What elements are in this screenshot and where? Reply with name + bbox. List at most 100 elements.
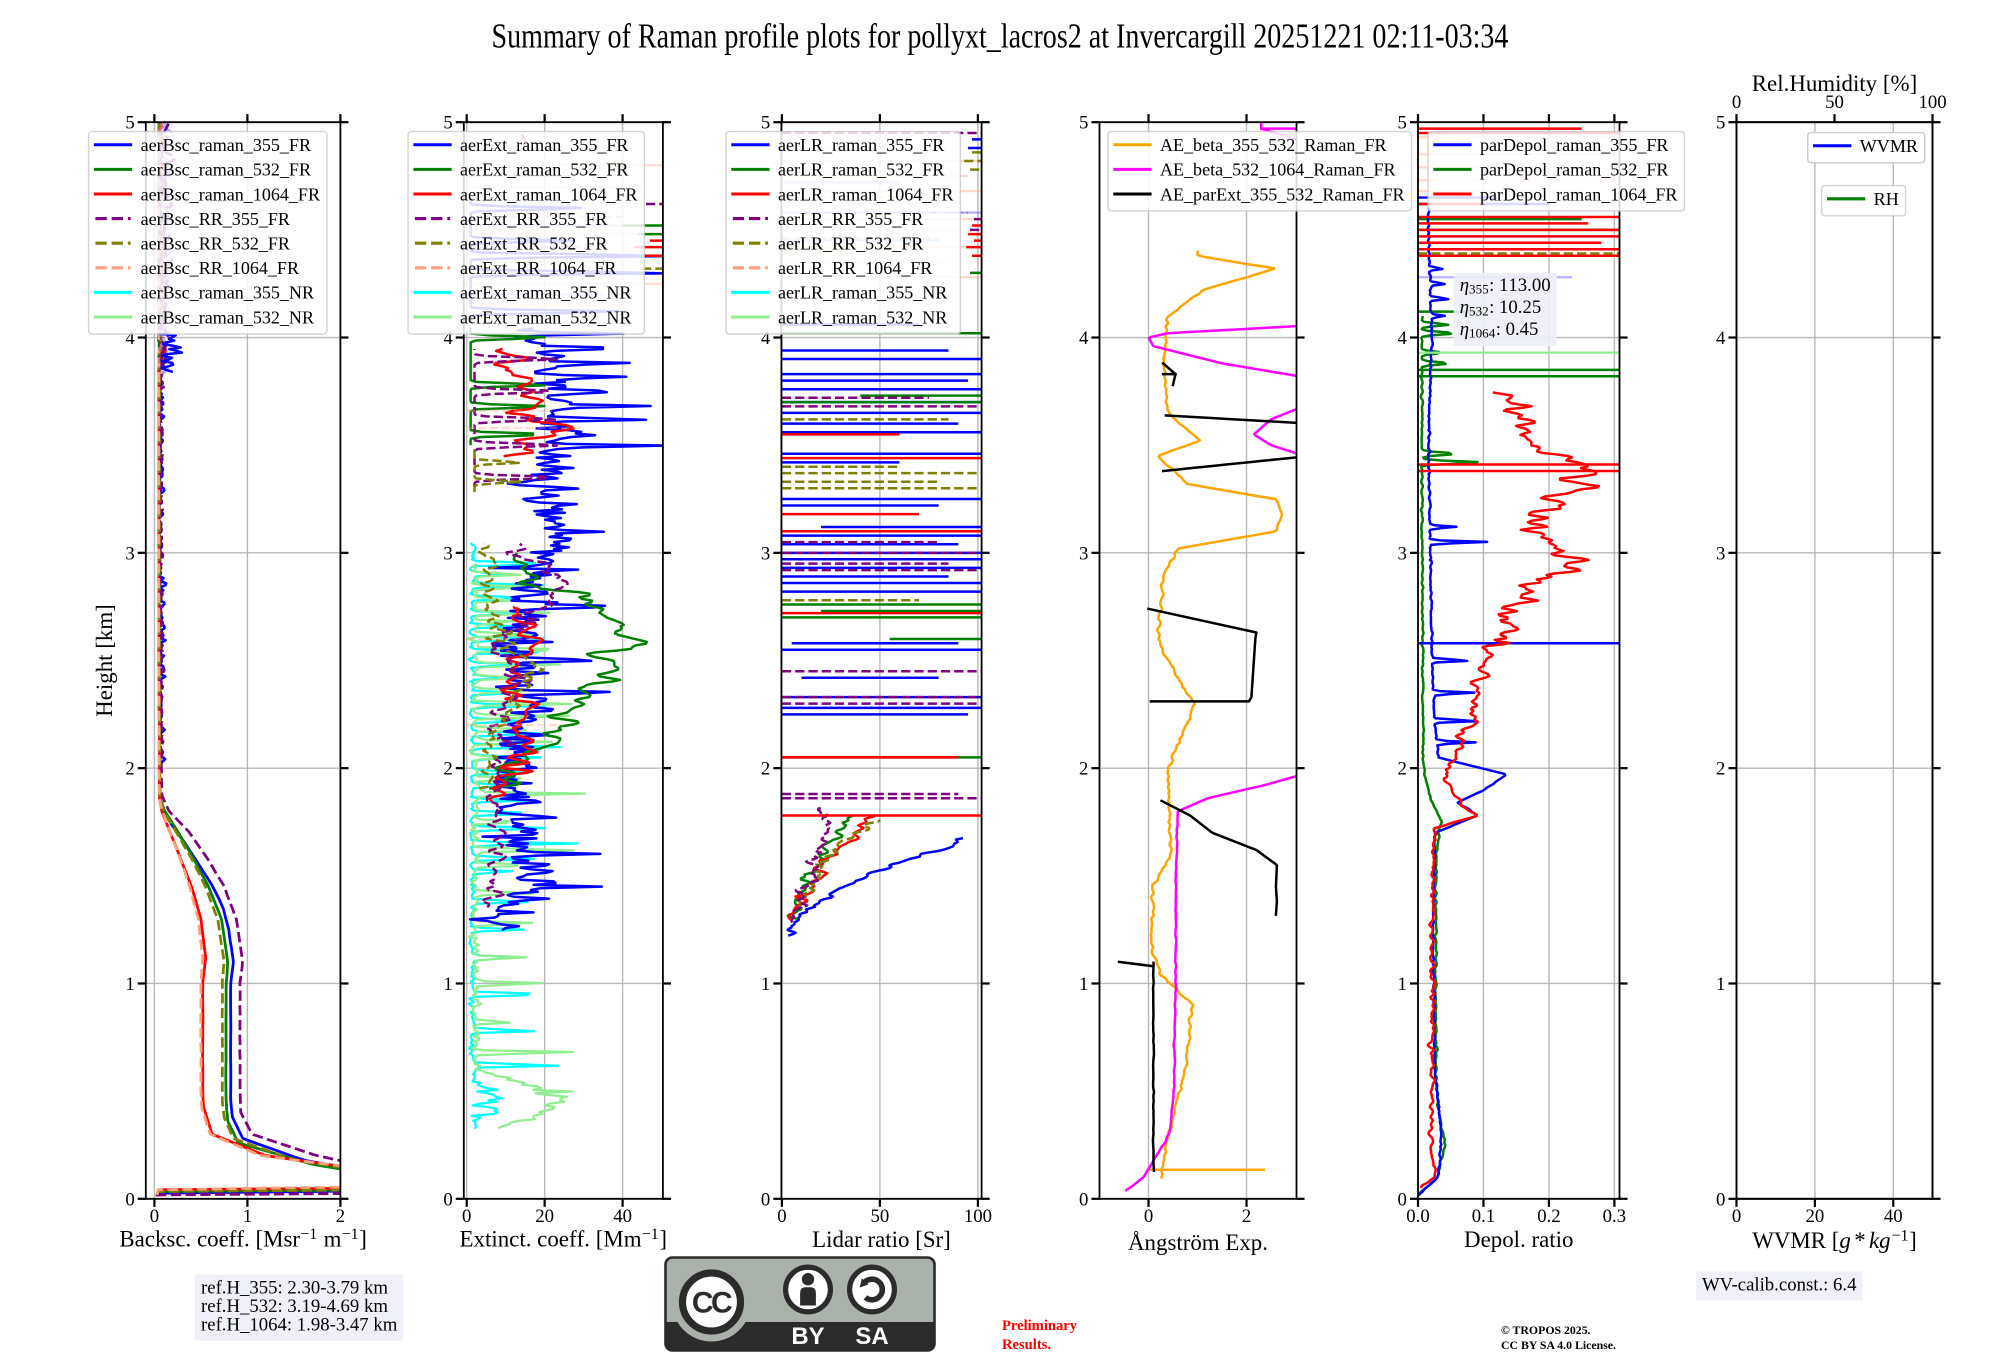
svg-text:aerLR_raman_532_NR: aerLR_raman_532_NR bbox=[778, 307, 948, 327]
svg-text:0.2: 0.2 bbox=[1537, 1206, 1560, 1227]
svg-text:ref.H_532: 3.19-4.69 km: ref.H_532: 3.19-4.69 km bbox=[201, 1296, 388, 1317]
svg-text:SA: SA bbox=[855, 1323, 888, 1350]
svg-text:5: 5 bbox=[1716, 113, 1725, 134]
svg-text:aerExt_raman_1064_FR: aerExt_raman_1064_FR bbox=[460, 184, 638, 204]
svg-text:aerExt_raman_532_NR: aerExt_raman_532_NR bbox=[460, 307, 632, 327]
svg-text:AE_beta_355_532_Raman_FR: AE_beta_355_532_Raman_FR bbox=[1160, 135, 1388, 155]
svg-text:0: 0 bbox=[1398, 1189, 1407, 1210]
svg-text:Summary of Raman profile plots: Summary of Raman profile plots for polly… bbox=[492, 16, 1509, 56]
svg-text:0: 0 bbox=[1732, 92, 1741, 113]
svg-text:1: 1 bbox=[1716, 974, 1725, 995]
svg-text:0: 0 bbox=[125, 1189, 134, 1210]
svg-text:aerBsc_RR_1064_FR: aerBsc_RR_1064_FR bbox=[141, 258, 300, 278]
svg-text:aerBsc_raman_355_FR: aerBsc_raman_355_FR bbox=[141, 135, 312, 155]
svg-text:W V M R: W V M R [ * ] g k g − 1 bbox=[1752, 1221, 1922, 1254]
svg-text:5: 5 bbox=[1079, 113, 1088, 134]
svg-text:0: 0 bbox=[443, 1189, 452, 1210]
svg-text:aerBsc_RR_355_FR: aerBsc_RR_355_FR bbox=[141, 209, 291, 229]
svg-text:3: 3 bbox=[1716, 543, 1725, 564]
svg-text:Depol. ratio: Depol. ratio bbox=[1464, 1227, 1573, 1252]
svg-text:aerBsc_raman_1064_FR: aerBsc_raman_1064_FR bbox=[141, 184, 321, 204]
svg-text:aerBsc_raman_532_NR: aerBsc_raman_532_NR bbox=[141, 307, 315, 327]
svg-text:aerLR_RR_532_FR: aerLR_RR_532_FR bbox=[778, 234, 924, 254]
svg-text:aerBsc_raman_355_NR: aerBsc_raman_355_NR bbox=[141, 283, 315, 303]
svg-text:1: 1 bbox=[125, 974, 134, 995]
svg-text:2: 2 bbox=[1079, 759, 1088, 780]
svg-text:Lidar ratio [Sr]: Lidar ratio [Sr] bbox=[812, 1227, 951, 1252]
svg-text:B a c k: B a c k s c . c o e f f . [ M s r m ] − bbox=[119, 1219, 372, 1252]
svg-text:aerBsc_RR_532_FR: aerBsc_RR_532_FR bbox=[141, 234, 291, 254]
svg-text:4: 4 bbox=[1398, 328, 1408, 349]
svg-text:50: 50 bbox=[1825, 92, 1844, 113]
svg-text:aerLR_RR_355_FR: aerLR_RR_355_FR bbox=[778, 209, 924, 229]
svg-text:aerExt_RR_355_FR: aerExt_RR_355_FR bbox=[460, 209, 608, 229]
svg-text:E x t i: E x t i n c t . c o e f f . [ M m ] − 1 bbox=[460, 1219, 673, 1252]
svg-text:AE_parExt_355_532_Raman_FR: AE_parExt_355_532_Raman_FR bbox=[1160, 184, 1406, 204]
svg-text:2: 2 bbox=[761, 759, 770, 780]
svg-text:3: 3 bbox=[125, 543, 134, 564]
svg-text:η 5 3 2: η 5 3 2 : 1 0 . 2 5 bbox=[1460, 293, 1542, 321]
svg-text:3: 3 bbox=[443, 543, 452, 564]
svg-text:0: 0 bbox=[1079, 1189, 1088, 1210]
svg-text:© TROPOS 2025.: © TROPOS 2025. bbox=[1501, 1323, 1591, 1337]
svg-text:aerExt_raman_532_FR: aerExt_raman_532_FR bbox=[460, 160, 629, 180]
svg-text:CC BY SA 4.0 License.: CC BY SA 4.0 License. bbox=[1501, 1338, 1616, 1352]
svg-text:aerLR_raman_1064_FR: aerLR_raman_1064_FR bbox=[778, 184, 954, 204]
svg-text:parDepol_raman_1064_FR: parDepol_raman_1064_FR bbox=[1480, 184, 1678, 204]
svg-text:aerExt_raman_355_NR: aerExt_raman_355_NR bbox=[460, 283, 632, 303]
svg-text:Rel.Humidity [%]: Rel.Humidity [%] bbox=[1752, 71, 1917, 96]
svg-text:1: 1 bbox=[761, 974, 770, 995]
svg-text:aerLR_RR_1064_FR: aerLR_RR_1064_FR bbox=[778, 258, 933, 278]
svg-text:CC: CC bbox=[692, 1287, 732, 1320]
svg-text:2: 2 bbox=[125, 759, 134, 780]
svg-text:100: 100 bbox=[1918, 92, 1946, 113]
svg-text:4: 4 bbox=[125, 328, 135, 349]
svg-text:η 3 5 5: η 3 5 5 : 1 1 3 . 0 0 bbox=[1460, 271, 1551, 299]
svg-text:1: 1 bbox=[1079, 974, 1088, 995]
svg-text:5: 5 bbox=[443, 113, 452, 134]
svg-text:AE_beta_532_1064_Raman_FR: AE_beta_532_1064_Raman_FR bbox=[1160, 160, 1397, 180]
svg-text:0: 0 bbox=[1716, 1189, 1725, 1210]
svg-text:20: 20 bbox=[1806, 1206, 1825, 1227]
svg-text:aerExt_RR_1064_FR: aerExt_RR_1064_FR bbox=[460, 258, 617, 278]
svg-text:aerLR_raman_355_FR: aerLR_raman_355_FR bbox=[778, 135, 945, 155]
svg-text:40: 40 bbox=[1884, 1206, 1903, 1227]
svg-text:Results.: Results. bbox=[1002, 1337, 1051, 1353]
svg-text:3: 3 bbox=[1079, 543, 1088, 564]
svg-text:1: 1 bbox=[243, 1206, 252, 1227]
svg-text:Height [km]: Height [km] bbox=[92, 604, 117, 717]
svg-text:Preliminary: Preliminary bbox=[1002, 1318, 1078, 1334]
svg-text:5: 5 bbox=[1398, 113, 1407, 134]
svg-text:parDepol_raman_532_FR: parDepol_raman_532_FR bbox=[1480, 160, 1669, 180]
svg-text:WV-calib.const.: 6.4: WV-calib.const.: 6.4 bbox=[1702, 1275, 1857, 1296]
svg-text:2: 2 bbox=[1242, 1206, 1251, 1227]
svg-text:0: 0 bbox=[1732, 1206, 1741, 1227]
svg-text:aerExt_raman_355_FR: aerExt_raman_355_FR bbox=[460, 135, 629, 155]
svg-text:1: 1 bbox=[443, 974, 452, 995]
svg-text:0.3: 0.3 bbox=[1603, 1206, 1626, 1227]
svg-text:η 1 0 6: η 1 0 6 4 : 0 . 4 5 bbox=[1460, 315, 1539, 343]
svg-text:40: 40 bbox=[613, 1206, 632, 1227]
svg-text:2: 2 bbox=[1716, 759, 1725, 780]
svg-text:50: 50 bbox=[871, 1206, 890, 1227]
svg-text:BY: BY bbox=[791, 1323, 824, 1350]
svg-text:4: 4 bbox=[761, 328, 771, 349]
svg-text:ref.H_355: 2.30-3.79 km: ref.H_355: 2.30-3.79 km bbox=[201, 1278, 388, 1299]
svg-text:4: 4 bbox=[1716, 328, 1726, 349]
svg-text:2: 2 bbox=[443, 759, 452, 780]
svg-text:ref.H_1064: 1.98-3.47 km: ref.H_1064: 1.98-3.47 km bbox=[201, 1315, 398, 1336]
svg-text:3: 3 bbox=[761, 543, 770, 564]
svg-text:0: 0 bbox=[150, 1206, 159, 1227]
svg-text:0.1: 0.1 bbox=[1472, 1206, 1495, 1227]
svg-text:WVMR: WVMR bbox=[1860, 136, 1919, 156]
svg-text:4: 4 bbox=[1079, 328, 1089, 349]
svg-text:5: 5 bbox=[125, 113, 134, 134]
svg-text:4: 4 bbox=[443, 328, 453, 349]
svg-text:2: 2 bbox=[336, 1206, 345, 1227]
svg-text:5: 5 bbox=[761, 113, 770, 134]
svg-text:aerLR_raman_355_NR: aerLR_raman_355_NR bbox=[778, 283, 948, 303]
svg-text:1: 1 bbox=[1398, 974, 1407, 995]
svg-text:0: 0 bbox=[1144, 1206, 1153, 1227]
svg-text:parDepol_raman_355_FR: parDepol_raman_355_FR bbox=[1480, 135, 1669, 155]
svg-text:aerExt_RR_532_FR: aerExt_RR_532_FR bbox=[460, 234, 608, 254]
